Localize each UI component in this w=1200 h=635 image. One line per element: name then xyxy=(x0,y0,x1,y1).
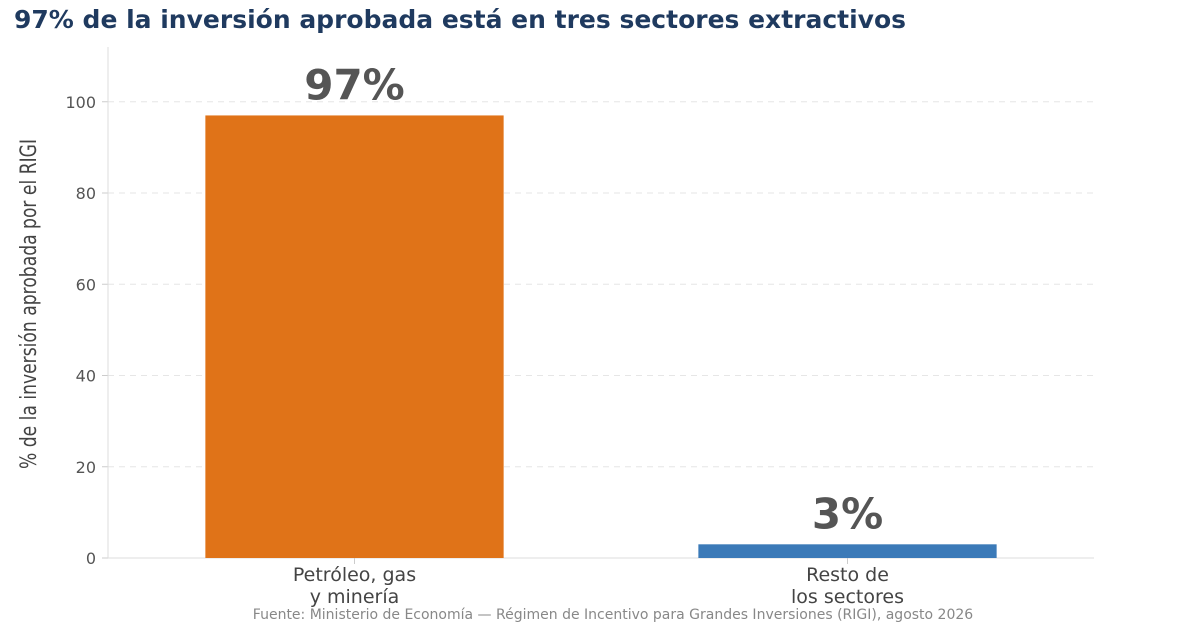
source-note: Fuente: Ministerio de Economía — Régimen… xyxy=(253,607,973,623)
x-tick-label: Petróleo, gas y minería xyxy=(293,564,416,608)
data-labels: 97% 3% xyxy=(304,60,883,538)
bar xyxy=(205,115,504,558)
y-tick-label: 60 xyxy=(76,275,96,294)
data-label: 97% xyxy=(304,60,405,109)
y-tick-label: 100 xyxy=(65,93,96,112)
y-tick-label: 20 xyxy=(76,458,96,477)
y-axis-label: % de la inversión aprobada por el RIGI xyxy=(16,139,42,469)
bar xyxy=(698,544,997,558)
chart-title: 97% de la inversión aprobada está en tre… xyxy=(14,5,906,34)
x-tick-label: Resto de los sectores xyxy=(791,564,904,608)
y-tick-label: 40 xyxy=(76,367,96,386)
data-label: 3% xyxy=(812,489,883,538)
y-tick-label: 0 xyxy=(86,549,96,568)
bars xyxy=(205,115,997,558)
y-tick-label: 80 xyxy=(76,184,96,203)
